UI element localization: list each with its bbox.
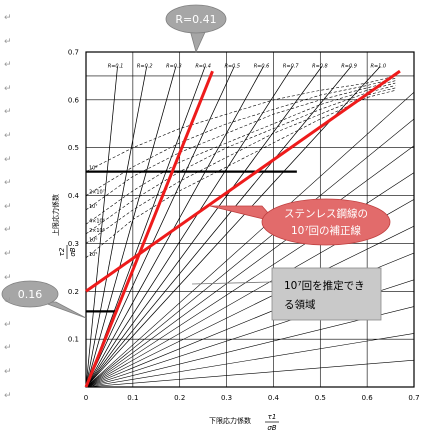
y-axis-fraction-den: σB <box>69 247 77 256</box>
paragraph-mark: ↵ <box>4 60 12 71</box>
r-label: R=0.2 <box>137 63 153 69</box>
paragraph-mark: ↵ <box>4 272 12 283</box>
y-axis-fraction: τ2 σB <box>58 245 77 259</box>
r-label: R=0.4 <box>195 63 211 69</box>
x-axis-fraction-den: σB <box>267 424 276 432</box>
r-label: R=0.1 <box>108 63 124 69</box>
lower-ray <box>86 225 414 387</box>
thick-segments <box>86 170 297 313</box>
r-line <box>86 66 352 387</box>
paragraph-mark: ↵ <box>4 319 12 330</box>
y-tick-label: 0.7 <box>68 49 79 57</box>
r-label: R=0.7 <box>283 63 299 69</box>
paragraph-mark: ↵ <box>4 13 12 23</box>
paragraph-mark: ↵ <box>4 201 12 212</box>
y-axis-label: 上限応力係数 <box>51 194 60 236</box>
paragraph-mark: ↵ <box>4 131 12 141</box>
red-line <box>85 69 401 293</box>
cycle-curve-label: 2×10⁷ <box>89 190 105 196</box>
paragraph-mark: ↵ <box>4 249 12 259</box>
x-tick-label: 0.3 <box>221 394 232 402</box>
r-labels: R=0.1 R=0.2 R=0.3 R=0.4 R=0.5 R=0.6 R=0.7 R=0.8… <box>108 63 386 69</box>
x-axis-fraction-num: τ1 <box>268 413 277 421</box>
r-line <box>86 66 118 387</box>
lower-ray <box>86 145 414 387</box>
x-tick-label: 0.5 <box>315 394 326 402</box>
r-line <box>86 66 323 387</box>
tick-labels: 0 0.1 0.2 0.3 0.4 0.5 0.6 0.7 0.1 0.2 0.3 0.4 0.5 0.6… <box>68 49 420 403</box>
x-tick-label: 0.6 <box>362 394 374 402</box>
ss-callout: ステンレス鋼線の 10⁷回の補正線 <box>209 198 391 246</box>
y-axis-title: 上限応力係数 <box>51 194 60 236</box>
x-tick-label: 0 <box>84 394 88 402</box>
cycle-curve <box>86 78 396 196</box>
y-axis-fraction-num: τ2 <box>58 247 66 256</box>
cycle-curve-label: 10⁸ <box>89 166 97 172</box>
lower-rays <box>86 91 414 387</box>
paragraph-mark: ↵ <box>4 343 12 354</box>
r-label: R=0.3 <box>166 63 182 69</box>
ss-callout-line2: 10⁷回の補正線 <box>291 224 362 237</box>
r-line <box>86 66 264 387</box>
r-label: R=0.6 <box>254 63 270 69</box>
paragraph-mark: ↵ <box>4 36 12 47</box>
r-label: R=0.8 <box>312 63 328 69</box>
r-label: R=0.9 <box>341 63 357 69</box>
paragraph-mark: ↵ <box>4 107 12 118</box>
cycle-curve-label: 10⁷ <box>89 204 97 210</box>
paragraph-mark: ↵ <box>4 178 12 189</box>
cycle-curve-label: 10⁵ <box>89 252 97 258</box>
region-box-line2: る領域 <box>284 298 316 311</box>
lower-ray <box>86 333 414 387</box>
left-callout: 0.16 <box>1 280 87 319</box>
x-tick-label: 0.4 <box>268 394 280 402</box>
y-tick-label: 0.1 <box>68 336 79 344</box>
cycle-curve <box>86 82 396 225</box>
cycle-curve <box>86 85 396 235</box>
cycle-curve-label: 10⁶ <box>89 237 97 243</box>
y-tick-label: 0.6 <box>68 96 80 104</box>
red-line <box>84 70 214 388</box>
cycle-curve-label: 2×10⁶ <box>89 228 105 234</box>
red-lines <box>84 69 401 388</box>
r-line <box>86 66 177 387</box>
r-line <box>86 66 294 387</box>
paragraph-mark: ↵ <box>4 154 12 165</box>
x-axis-title: 下限応力係数 τ1 σB <box>209 413 279 432</box>
x-tick-label: 0.2 <box>174 394 185 402</box>
paragraph-mark: ↵ <box>4 296 12 307</box>
cycle-curve-label: 4×10⁶ <box>89 218 105 224</box>
left-callout-text: 0.16 <box>18 288 43 301</box>
lower-ray <box>86 118 414 387</box>
r-line <box>86 66 148 387</box>
curve-labels: 10⁸ 2×10⁷ 10⁷ 4×10⁶ 2×10⁶ 10⁶ 10⁵ <box>89 166 105 258</box>
y-tick-label: 0.4 <box>68 192 80 200</box>
r-callout: R=0.41 <box>165 4 227 54</box>
x-tick-label: 0.7 <box>408 394 419 402</box>
region-box-line1: 10⁷回を推定でき <box>284 279 365 292</box>
paragraph-mark: ↵ <box>4 225 12 236</box>
ss-callout-line1: ステンレス鋼線の <box>284 207 368 220</box>
r-label: R=1.0 <box>370 63 386 69</box>
lower-ray <box>86 91 414 387</box>
x-tick-label: 0.1 <box>127 394 138 402</box>
paragraph-mark: ↵ <box>4 367 12 377</box>
y-tick-label: 0.5 <box>68 144 79 152</box>
cycle-curve <box>86 75 396 172</box>
y-tick-label: 0.3 <box>68 240 79 248</box>
paragraph-mark: ↵ <box>4 83 12 94</box>
lower-ray <box>86 359 414 387</box>
r-label: R=0.5 <box>225 63 241 69</box>
paragraph-mark: ↵ <box>4 390 12 401</box>
y-tick-label: 0.2 <box>68 288 79 296</box>
region-box: 10⁷回を推定でき る領域 <box>191 267 382 321</box>
x-axis-label: 下限応力係数 <box>209 416 251 425</box>
r-callout-text: R=0.41 <box>175 13 216 26</box>
r-line <box>86 66 235 387</box>
